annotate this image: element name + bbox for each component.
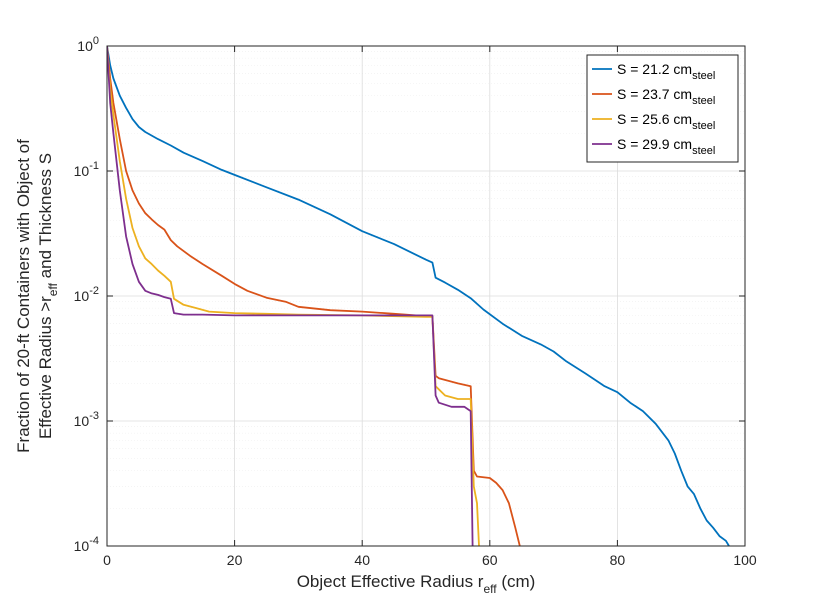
x-tick-label: 0 [103,552,111,568]
y-axis-title-line1: Fraction of 20-ft Containers with Object… [14,139,33,453]
legend-label-3: S = 25.6 cmsteel [617,111,715,132]
series-line-3 [107,46,480,546]
x-tick-label: 100 [733,552,757,568]
ticks [106,45,746,547]
legend-box [586,54,739,163]
x-tick-label: 80 [610,552,626,568]
y-tick-label: 10-3 [74,410,99,429]
y-tick-label: 10-4 [74,535,99,554]
x-axis-title: Object Effective Radius reff (cm) [297,572,536,596]
legend: S = 21.2 cmsteel S = 23.7 cmsteel S = 25.6… [586,54,739,163]
x-tick-label: 60 [482,552,498,568]
series-group [107,46,730,546]
x-tick-label: 20 [227,552,243,568]
x-tick-label: 40 [354,552,370,568]
legend-label-4: S = 29.9 cmsteel [617,136,715,157]
legend-label-2: S = 23.7 cmsteel [617,86,715,107]
series-line-2 [107,46,521,546]
y-tick-labels: 10-4 10-3 10-2 10-1 100 [74,35,99,554]
y-tick-label: 10-2 [74,285,99,304]
y-axis-title-line2: Effective Radius >reff and Thickness S [36,153,60,439]
x-tick-labels: 0 20 40 60 80 100 [103,552,757,568]
series-line-1 [107,46,730,546]
y-tick-label: 100 [77,35,99,54]
series-line-4 [107,46,474,546]
legend-label-1: S = 21.2 cmsteel [617,61,715,82]
y-tick-label: 10-1 [74,160,99,179]
